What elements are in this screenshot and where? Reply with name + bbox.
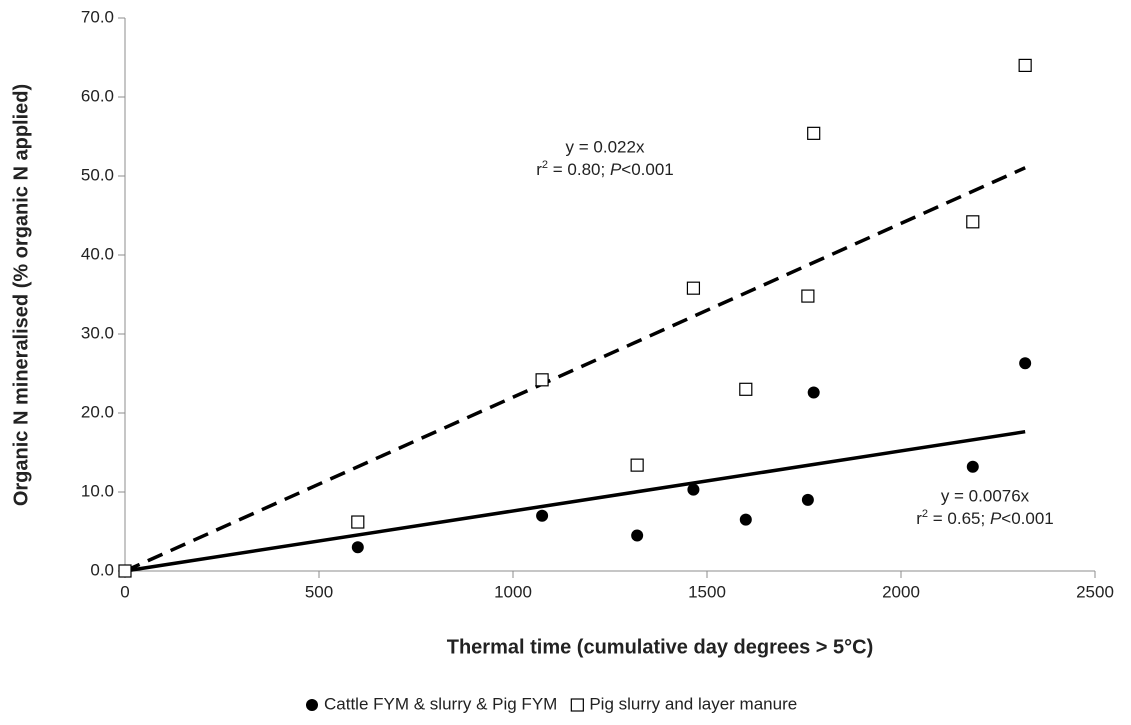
x-axis-title: Thermal time (cumulative day degrees > 5… [447, 636, 873, 658]
point [1019, 357, 1032, 370]
y-tick-label: 30.0 [81, 323, 114, 342]
annotation-part: r [536, 160, 542, 179]
point [801, 289, 815, 303]
annotation-part: <0.001 [621, 160, 673, 179]
point [351, 541, 364, 554]
annotation-part: 2 [922, 508, 928, 520]
y-tick-label: 70.0 [81, 7, 114, 26]
point [966, 215, 980, 229]
annotation-part: P [990, 509, 1002, 528]
y-tick-label: 10.0 [81, 481, 114, 500]
annotation-equation: y = 0.022x [566, 137, 645, 156]
point [535, 373, 549, 387]
annotation-part: r [916, 509, 922, 528]
point [801, 493, 814, 506]
point [630, 458, 644, 472]
annotation-part: = 0.80; [548, 160, 610, 179]
point [807, 126, 821, 140]
y-tick-label: 60.0 [81, 86, 114, 105]
point [351, 515, 365, 529]
y-tick-label: 20.0 [81, 402, 114, 421]
trendline [124, 166, 1026, 573]
x-tick-label: 500 [305, 582, 333, 601]
x-tick-label: 2500 [1076, 582, 1114, 601]
annotation-part: = 0.65; [928, 509, 990, 528]
y-tick-label: 50.0 [81, 165, 114, 184]
legend-label: Pig slurry and layer manure [589, 694, 797, 713]
annotation-part: P [610, 160, 622, 179]
y-axis-title: Organic N mineralised (% organic N appli… [10, 84, 32, 506]
annotation-part: 2 [542, 159, 548, 171]
legend-label: Cattle FYM & slurry & Pig FYM [324, 694, 557, 713]
point [687, 483, 700, 496]
trendline [124, 429, 1026, 573]
point [739, 382, 753, 396]
legend-marker [570, 698, 584, 712]
point [807, 386, 820, 399]
x-tick-label: 2000 [882, 582, 920, 601]
point [1018, 58, 1032, 73]
legend-marker [306, 699, 318, 711]
annotation-part: <0.001 [1001, 509, 1053, 528]
annotation-stats: r2 = 0.65; P<0.001 [916, 508, 1054, 529]
y-tick-label: 40.0 [81, 244, 114, 263]
x-tick-label: 1500 [688, 582, 726, 601]
annotation-equation: y = 0.0076x [941, 486, 1030, 505]
point [118, 564, 132, 578]
x-tick-label: 0 [120, 582, 129, 601]
point [739, 513, 752, 526]
x-tick-label: 1000 [494, 582, 532, 601]
annotation-stats: r2 = 0.80; P<0.001 [536, 159, 674, 180]
point [536, 509, 549, 522]
point [631, 529, 644, 542]
point [966, 460, 979, 473]
point [686, 281, 701, 295]
y-tick-label: 0.0 [90, 560, 114, 579]
